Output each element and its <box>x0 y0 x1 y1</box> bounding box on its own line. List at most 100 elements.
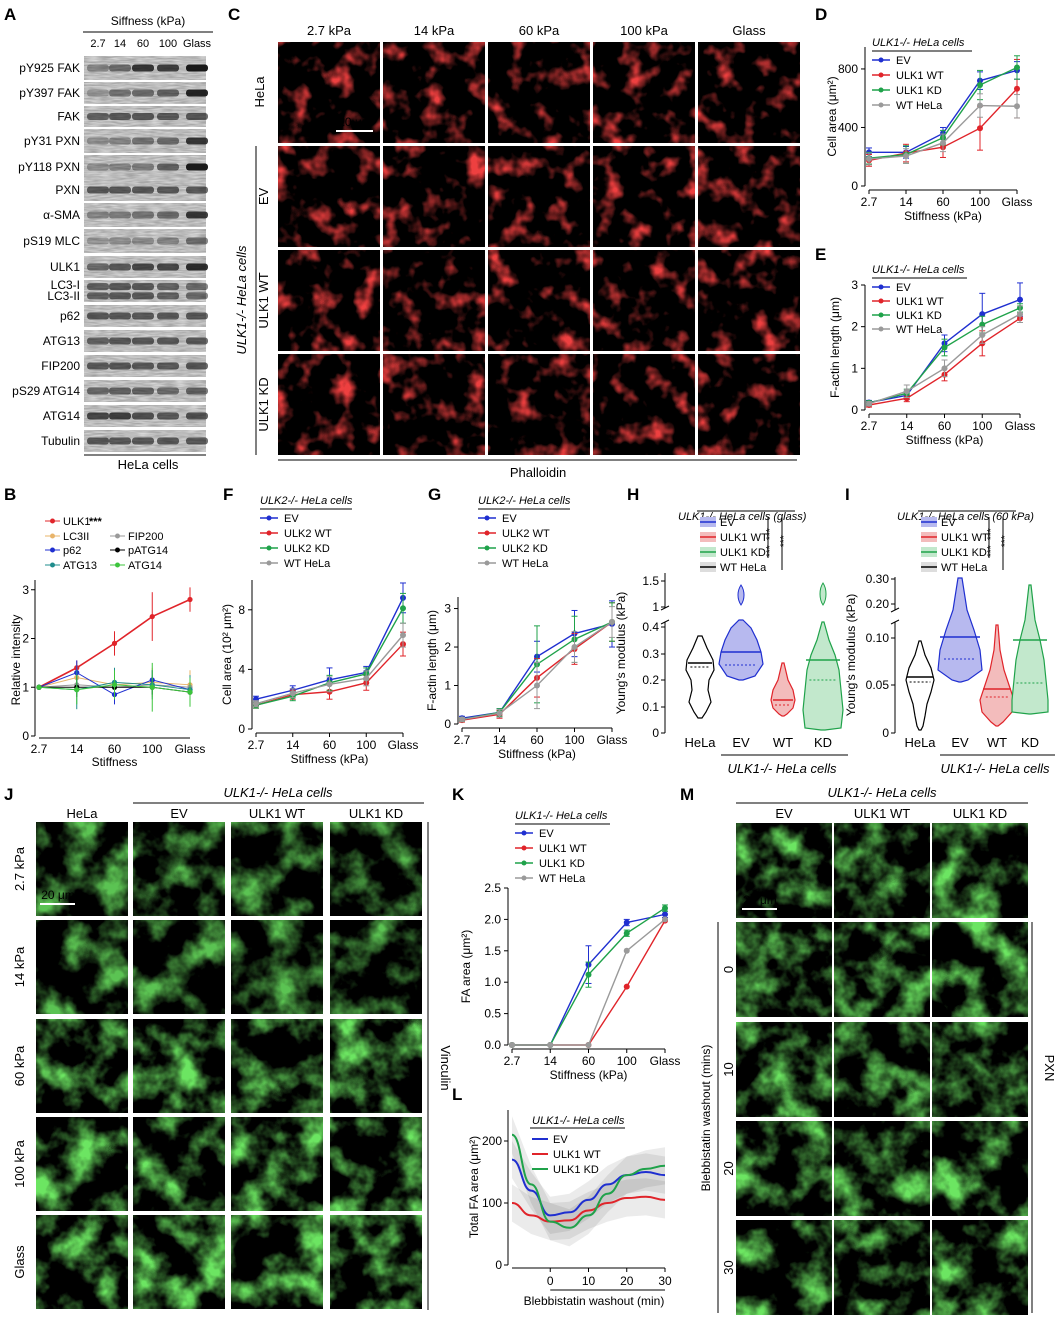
fluorescence-signal <box>834 1220 930 1315</box>
y-tick-label: 0.10 <box>866 631 890 645</box>
legend: ULK1-/- HeLa cells EV ULK1 WT ULK1 KD WT HeL… <box>515 810 610 885</box>
legend-label: LC3II <box>63 531 89 543</box>
category-label: EV <box>951 735 969 750</box>
fluorescence-signal <box>231 1019 323 1113</box>
blot-band <box>87 113 109 120</box>
blot-band <box>109 163 131 171</box>
fluorescence-signal <box>736 1121 832 1216</box>
data-point <box>74 687 80 693</box>
legend-marker <box>50 547 55 553</box>
blot-band <box>132 237 154 245</box>
series-wt-hela <box>509 916 668 1048</box>
blot-band <box>109 387 131 395</box>
legend-marker <box>115 562 120 568</box>
legend-marker <box>266 545 272 551</box>
panel-letter-L: L <box>452 1085 462 1104</box>
phalloidin-signal <box>278 42 380 143</box>
x-tick-label: 100 <box>617 1054 637 1068</box>
blot-band <box>157 362 179 370</box>
x-axis-label: Blebbistatin washout (min) <box>524 1294 665 1308</box>
legend-label: ULK1 WT <box>896 70 944 82</box>
x-tick-label: 2.7 <box>248 738 265 752</box>
violin-body <box>685 635 715 719</box>
series-wt-hela <box>866 305 1023 407</box>
blot-band <box>87 263 109 271</box>
x-tick-label: 2.7 <box>861 419 878 433</box>
y-tick-label: 0.2 <box>642 673 659 687</box>
row-label: 100 kPa <box>12 1139 27 1187</box>
blot-label: ATG13 <box>43 334 80 348</box>
violin-hela: HeLa <box>904 640 936 750</box>
y-tick-label: 1.0 <box>484 975 501 989</box>
chart-title: ULK2-/- HeLa cells <box>260 495 353 507</box>
row-label: 20 <box>721 1161 736 1175</box>
y-tick-label: 0.05 <box>866 678 890 692</box>
blot-band <box>87 186 109 194</box>
x-tick-label: 60 <box>530 733 544 747</box>
legend-label: WT HeLa <box>539 873 586 885</box>
x-tick-label: 100 <box>356 738 376 752</box>
panel-a-western-blot: Siffness (kPa) 2.7 14 60 100 Glass pY925 FAK pY… <box>12 14 213 472</box>
y-tick-label: 800 <box>838 62 858 76</box>
category-label: HeLa <box>684 735 716 750</box>
blot-band <box>109 412 131 420</box>
blot-band <box>132 337 154 345</box>
y-tick-label: 0.4 <box>642 620 659 634</box>
series-ulk1-kd <box>866 303 1023 406</box>
blot-band <box>87 89 109 97</box>
y-axis-label: FA area (μm²) <box>459 930 473 1004</box>
chart-D: 0 400 800 2.7 14 60 100 Glass Stiffness (kPa) Cel… <box>825 37 1032 223</box>
legend-marker <box>521 830 527 836</box>
panel-letter-H: H <box>627 485 639 504</box>
category-label: KD <box>814 735 832 750</box>
blot-band <box>87 292 109 300</box>
fluorescence-signal <box>736 823 832 918</box>
data-point <box>459 716 465 723</box>
blot-band <box>109 64 131 72</box>
fluorescence-signal <box>133 822 225 916</box>
phalloidin-signal <box>593 354 695 455</box>
fluorescence-signal <box>932 1220 1028 1315</box>
data-point <box>187 689 193 695</box>
axis-break <box>660 605 670 611</box>
y-tick-label: 2.5 <box>484 881 501 895</box>
phalloidin-signal <box>383 250 485 351</box>
legend-marker <box>50 518 55 524</box>
blot-band <box>157 412 179 420</box>
violin-wt: WT <box>770 662 796 750</box>
legend-marker <box>266 530 272 536</box>
x-tick-label: 2.7 <box>861 195 878 209</box>
column-label: 60 kPa <box>519 23 560 38</box>
panel-letter-K: K <box>452 785 465 804</box>
y-tick-label: 1 <box>22 680 29 694</box>
violin-outlier-lobe <box>737 584 745 606</box>
data-point <box>662 916 668 923</box>
blot-band <box>186 362 208 370</box>
y-tick-label: 2 <box>22 632 29 646</box>
legend-label: ULK1 WT <box>896 296 944 308</box>
blot-strip-noise <box>84 129 206 153</box>
time-axis-label: Blebbistatin washout (mins) <box>699 1045 713 1192</box>
x-tick-label: Glass <box>597 733 628 747</box>
y-axis-label: Total FA area (μm²) <box>467 1136 481 1238</box>
data-point <box>289 690 296 697</box>
panel-letter-C: C <box>228 5 240 24</box>
blot-strip-noise <box>84 229 206 253</box>
blot-band <box>157 137 179 145</box>
axis-break <box>660 619 670 625</box>
legend: ULK2-/- HeLa cells EV ULK2 WT ULK2 KD WT HeL… <box>478 495 571 570</box>
legend-marker <box>521 845 527 851</box>
panel-letter-G: G <box>428 485 441 504</box>
phalloidin-signal <box>488 42 590 143</box>
blot-band <box>186 412 208 420</box>
stiffness-label: 2.7 <box>90 38 105 50</box>
data-point <box>1014 103 1020 110</box>
confidence-band <box>512 1116 665 1247</box>
axis-break <box>890 607 900 613</box>
column-label: ULK1 WT <box>249 806 305 821</box>
legend-marker <box>266 515 272 521</box>
stain-label: Phalloidin <box>510 465 566 480</box>
stiffness-label: 60 <box>137 38 149 50</box>
x-axis-label: Stiffness (kPa) <box>550 1068 628 1082</box>
legend-label: EV <box>502 513 517 525</box>
